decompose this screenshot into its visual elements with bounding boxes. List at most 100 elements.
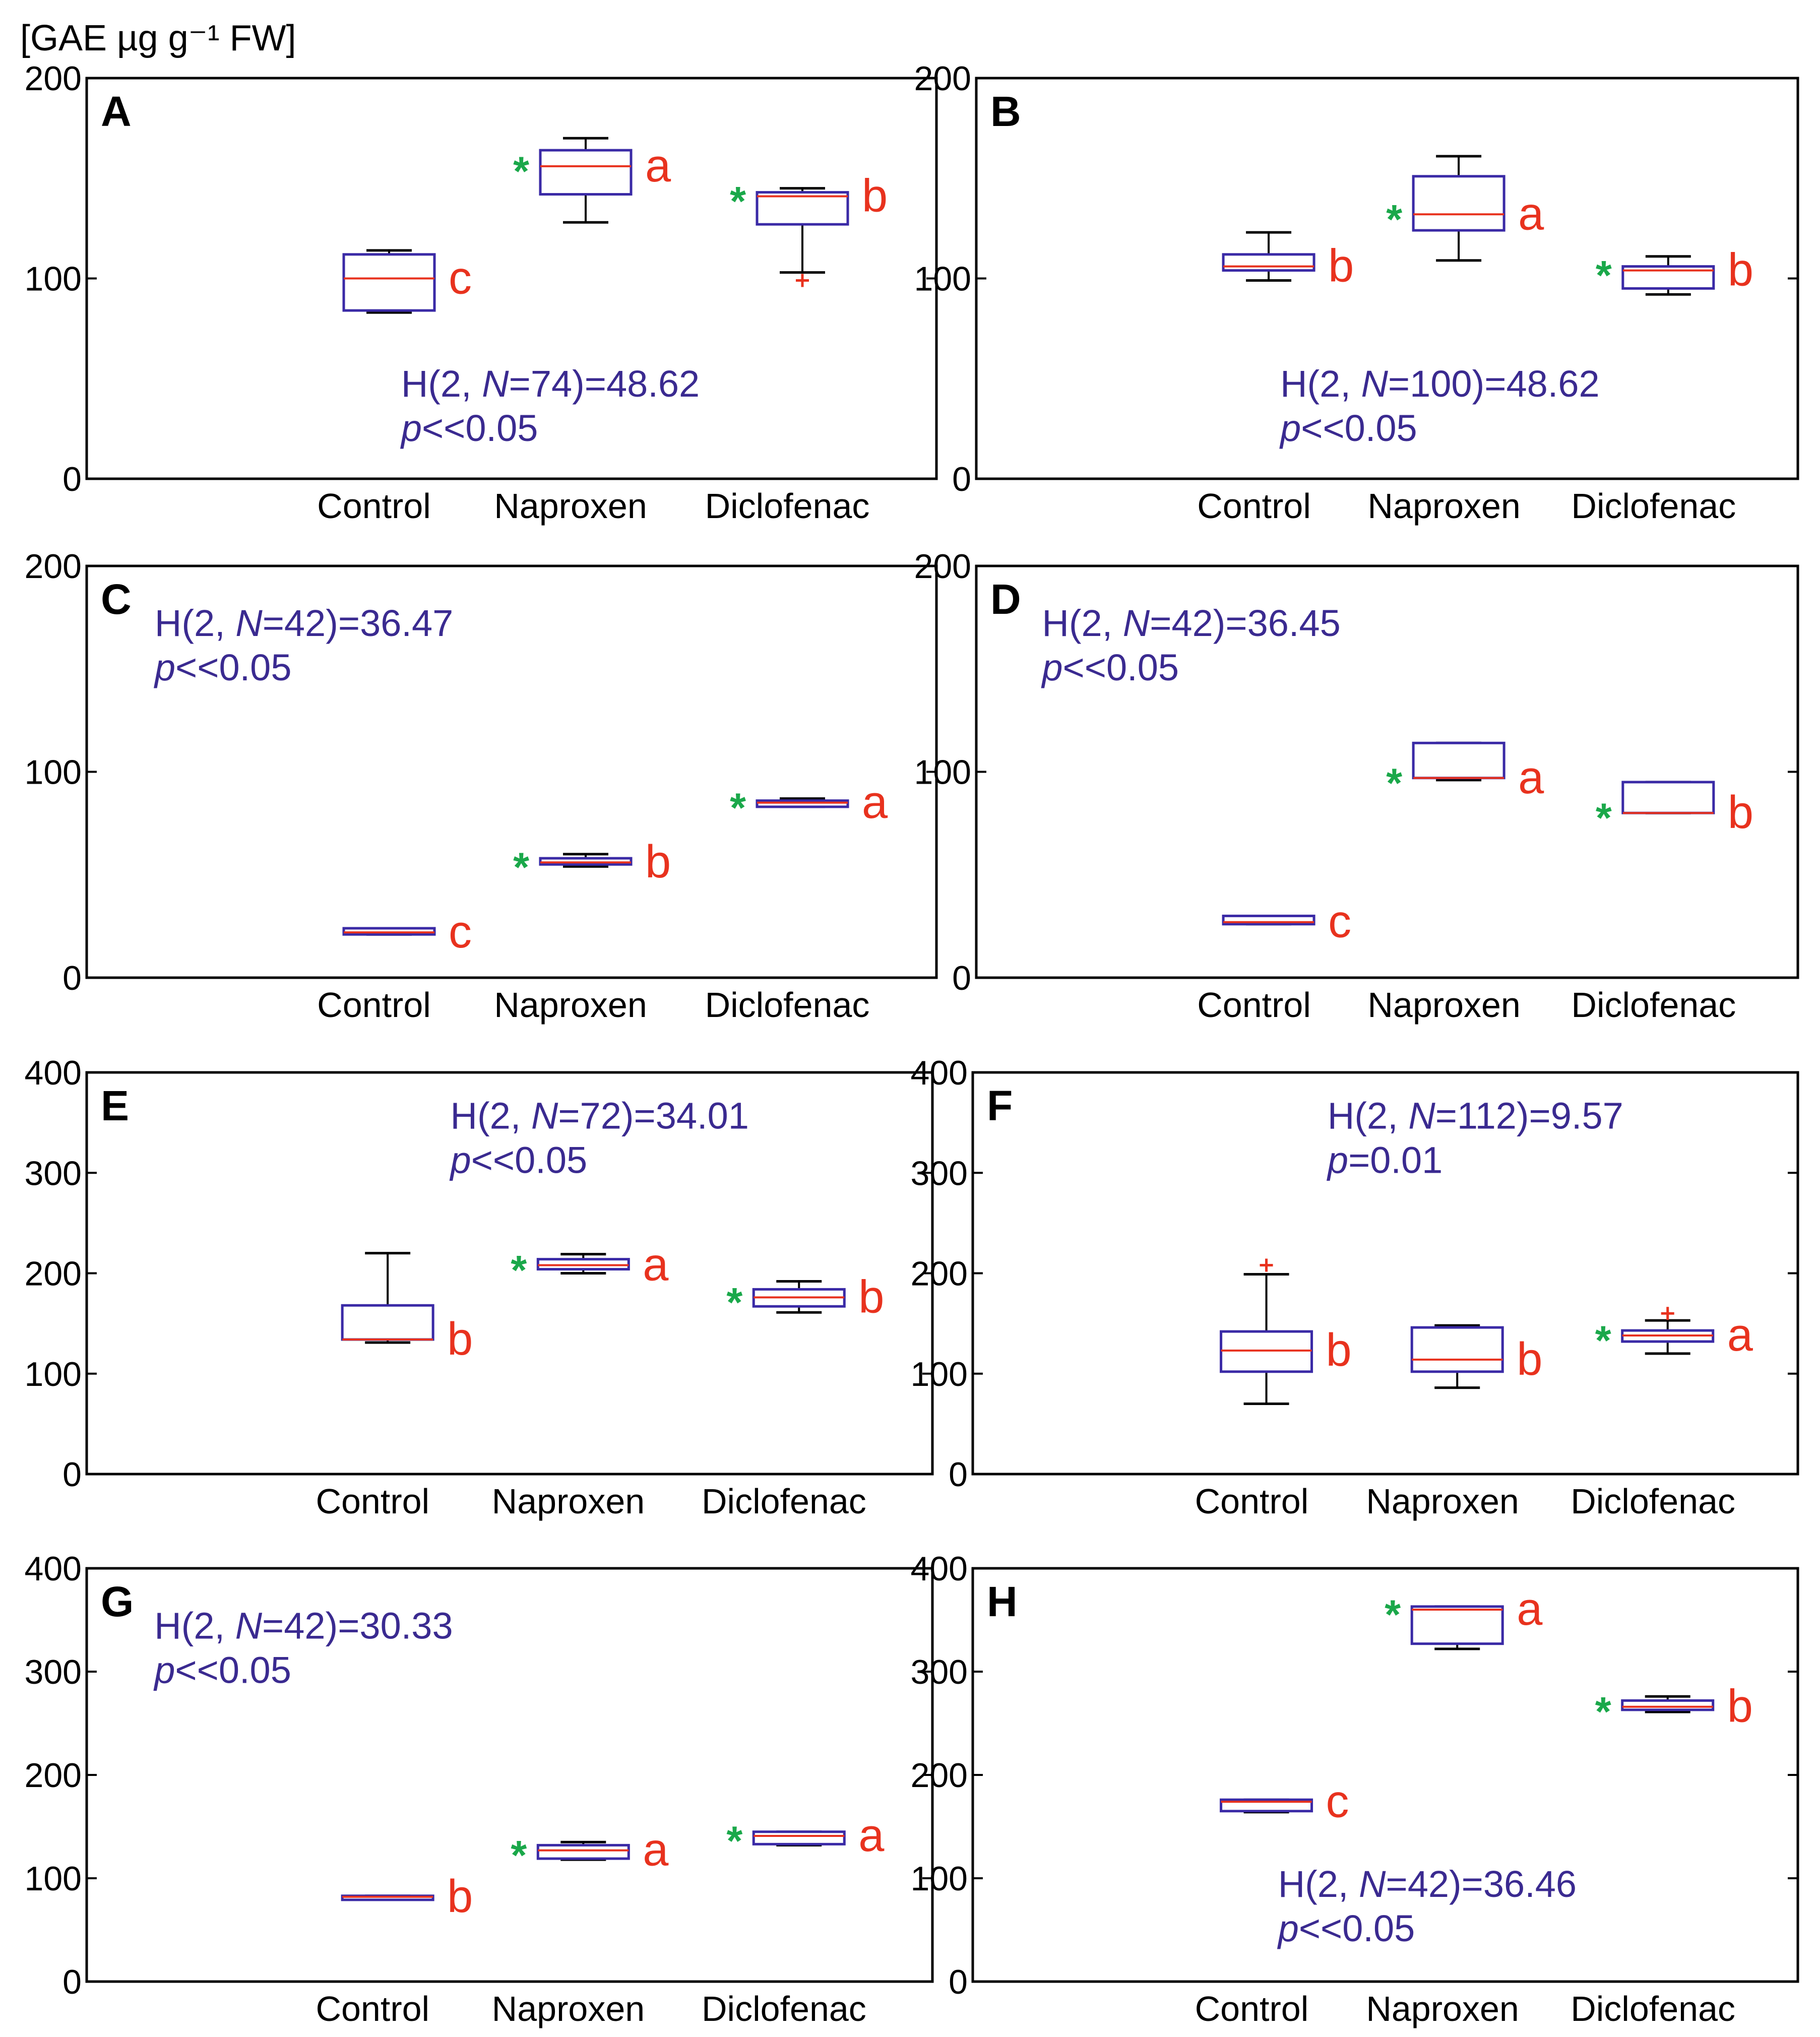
iqr-box [752,1830,846,1845]
panel-letter: A [101,88,132,135]
statistic-p-value: <<0.05 [1063,647,1179,688]
y-tick-label: 0 [949,1455,968,1494]
statistic-h-suffix: =100)=48.62 [1388,363,1600,405]
x-category-label: Naproxen [1366,1482,1519,1521]
iqr-box [1412,741,1505,780]
significance-star: * [1385,1592,1401,1638]
box-control: b [1222,231,1354,292]
y-tick-label: 100 [25,1355,82,1393]
panel-letter: F [987,1082,1013,1129]
statistic-n-symbol: N [1408,1095,1435,1137]
significance-star: * [730,785,746,831]
box-naproxen: a* [1386,155,1544,262]
statistic-h-suffix: =42)=30.33 [262,1605,453,1646]
statistic-h-prefix: H(2, [451,1095,531,1137]
x-category-label: Naproxen [1367,486,1521,526]
y-tick-label: 0 [952,959,971,997]
statistic-h-prefix: H(2, [1328,1095,1408,1137]
panel-letter: E [101,1082,129,1129]
significance-letter: b [1727,1681,1753,1732]
significance-letter: b [1517,1333,1542,1385]
panel-letter: C [101,576,132,623]
statistic-h-prefix: H(2, [154,1605,235,1646]
significance-letter: a [858,1810,885,1861]
statistic-h-suffix: =42)=36.45 [1150,602,1341,644]
x-category-label: Diclofenac [1571,985,1736,1025]
statistic-n-symbol: N [1123,602,1150,644]
significance-letter: b [645,836,671,887]
x-category-label: Naproxen [1367,985,1521,1025]
significance-letter: b [447,1871,473,1922]
y-tick-label: 0 [62,959,82,997]
x-category-label: Control [317,486,431,526]
statistic-n-symbol: N [1361,363,1388,405]
panel-letter: G [101,1578,134,1625]
iqr-box [1410,1326,1504,1373]
box-control: c [342,249,472,314]
significance-star: * [513,845,529,890]
significance-star: * [1596,253,1612,299]
x-category-label: Control [316,1482,429,1521]
statistic-p: p<<0.05 [154,647,292,688]
box-diclofenac: b* [1596,244,1753,299]
panel-letter: B [990,88,1021,135]
significance-letter: a [1518,188,1544,239]
y-tick-label: 0 [62,460,82,498]
box-control: b [341,1252,473,1365]
outlier-marker [1661,1307,1674,1320]
statistic-h-suffix: =42)=36.46 [1386,1863,1577,1905]
y-tick-label: 200 [25,1756,82,1795]
box-control: c [1222,896,1351,947]
panel-h: 0 100 200 300 400 H Control Naproxen Diclofenac c… [911,1550,1799,2028]
statistic-h: H(2, N=42)=36.47 [155,602,453,644]
outlier-marker [796,274,809,287]
box-diclofenac: a* [730,777,888,831]
statistic-p-symbol: p [154,647,175,688]
x-category-label: Control [317,985,431,1025]
significance-letter: b [1328,240,1354,292]
statistic-p-value: =0.01 [1348,1139,1442,1181]
box-diclofenac: a* [1595,1307,1753,1364]
x-category-label: Control [316,1989,429,2028]
panel-letter: D [990,576,1021,623]
statistic-p-value: <<0.05 [422,407,538,449]
box-diclofenac: a* [726,1810,885,1864]
box-diclofenac: b* [726,1271,884,1325]
statistic-p: p<<0.05 [1277,1907,1415,1949]
statistic-h: H(2, N=74)=48.62 [401,363,700,405]
statistic-p: p<<0.05 [400,407,538,449]
iqr-box [1410,1605,1504,1645]
x-category-label: Naproxen [494,486,647,526]
statistic-p-value: <<0.05 [175,1649,291,1691]
iqr-box [341,1304,434,1341]
significance-star: * [513,149,529,195]
box-naproxen: a* [1386,741,1544,806]
box-diclofenac: b* [1596,781,1753,841]
statistic-h-prefix: H(2, [155,602,235,644]
statistic-h: H(2, N=42)=30.33 [154,1605,453,1646]
box-control: c [1220,1775,1349,1827]
y-tick-label: 200 [914,547,971,586]
box-naproxen: a* [1385,1583,1543,1650]
iqr-box [342,253,436,312]
statistic-p-value: <<0.05 [1299,1907,1415,1949]
significance-star: * [511,1833,527,1879]
y-tick-label: 0 [949,1963,968,2001]
iqr-box [1621,1699,1715,1711]
x-category-label: Diclofenac [702,1989,866,2028]
x-category-label: Control [1197,985,1311,1025]
statistic-h-prefix: H(2, [1042,602,1122,644]
statistic-h-suffix: =74)=48.62 [509,363,700,405]
box-naproxen: a* [511,1239,669,1294]
statistic-p-value: <<0.05 [175,647,291,688]
panel-f: 0 100 200 300 400 F Control Naproxen Diclofenac b… [911,1054,1799,1521]
significance-star: * [730,179,746,225]
significance-star: * [511,1248,527,1294]
y-tick-label: 100 [25,753,82,792]
y-tick-label: 300 [911,1653,968,1691]
significance-letter: b [862,170,888,222]
box-naproxen: a* [511,1824,669,1879]
box-naproxen: b* [513,836,671,890]
